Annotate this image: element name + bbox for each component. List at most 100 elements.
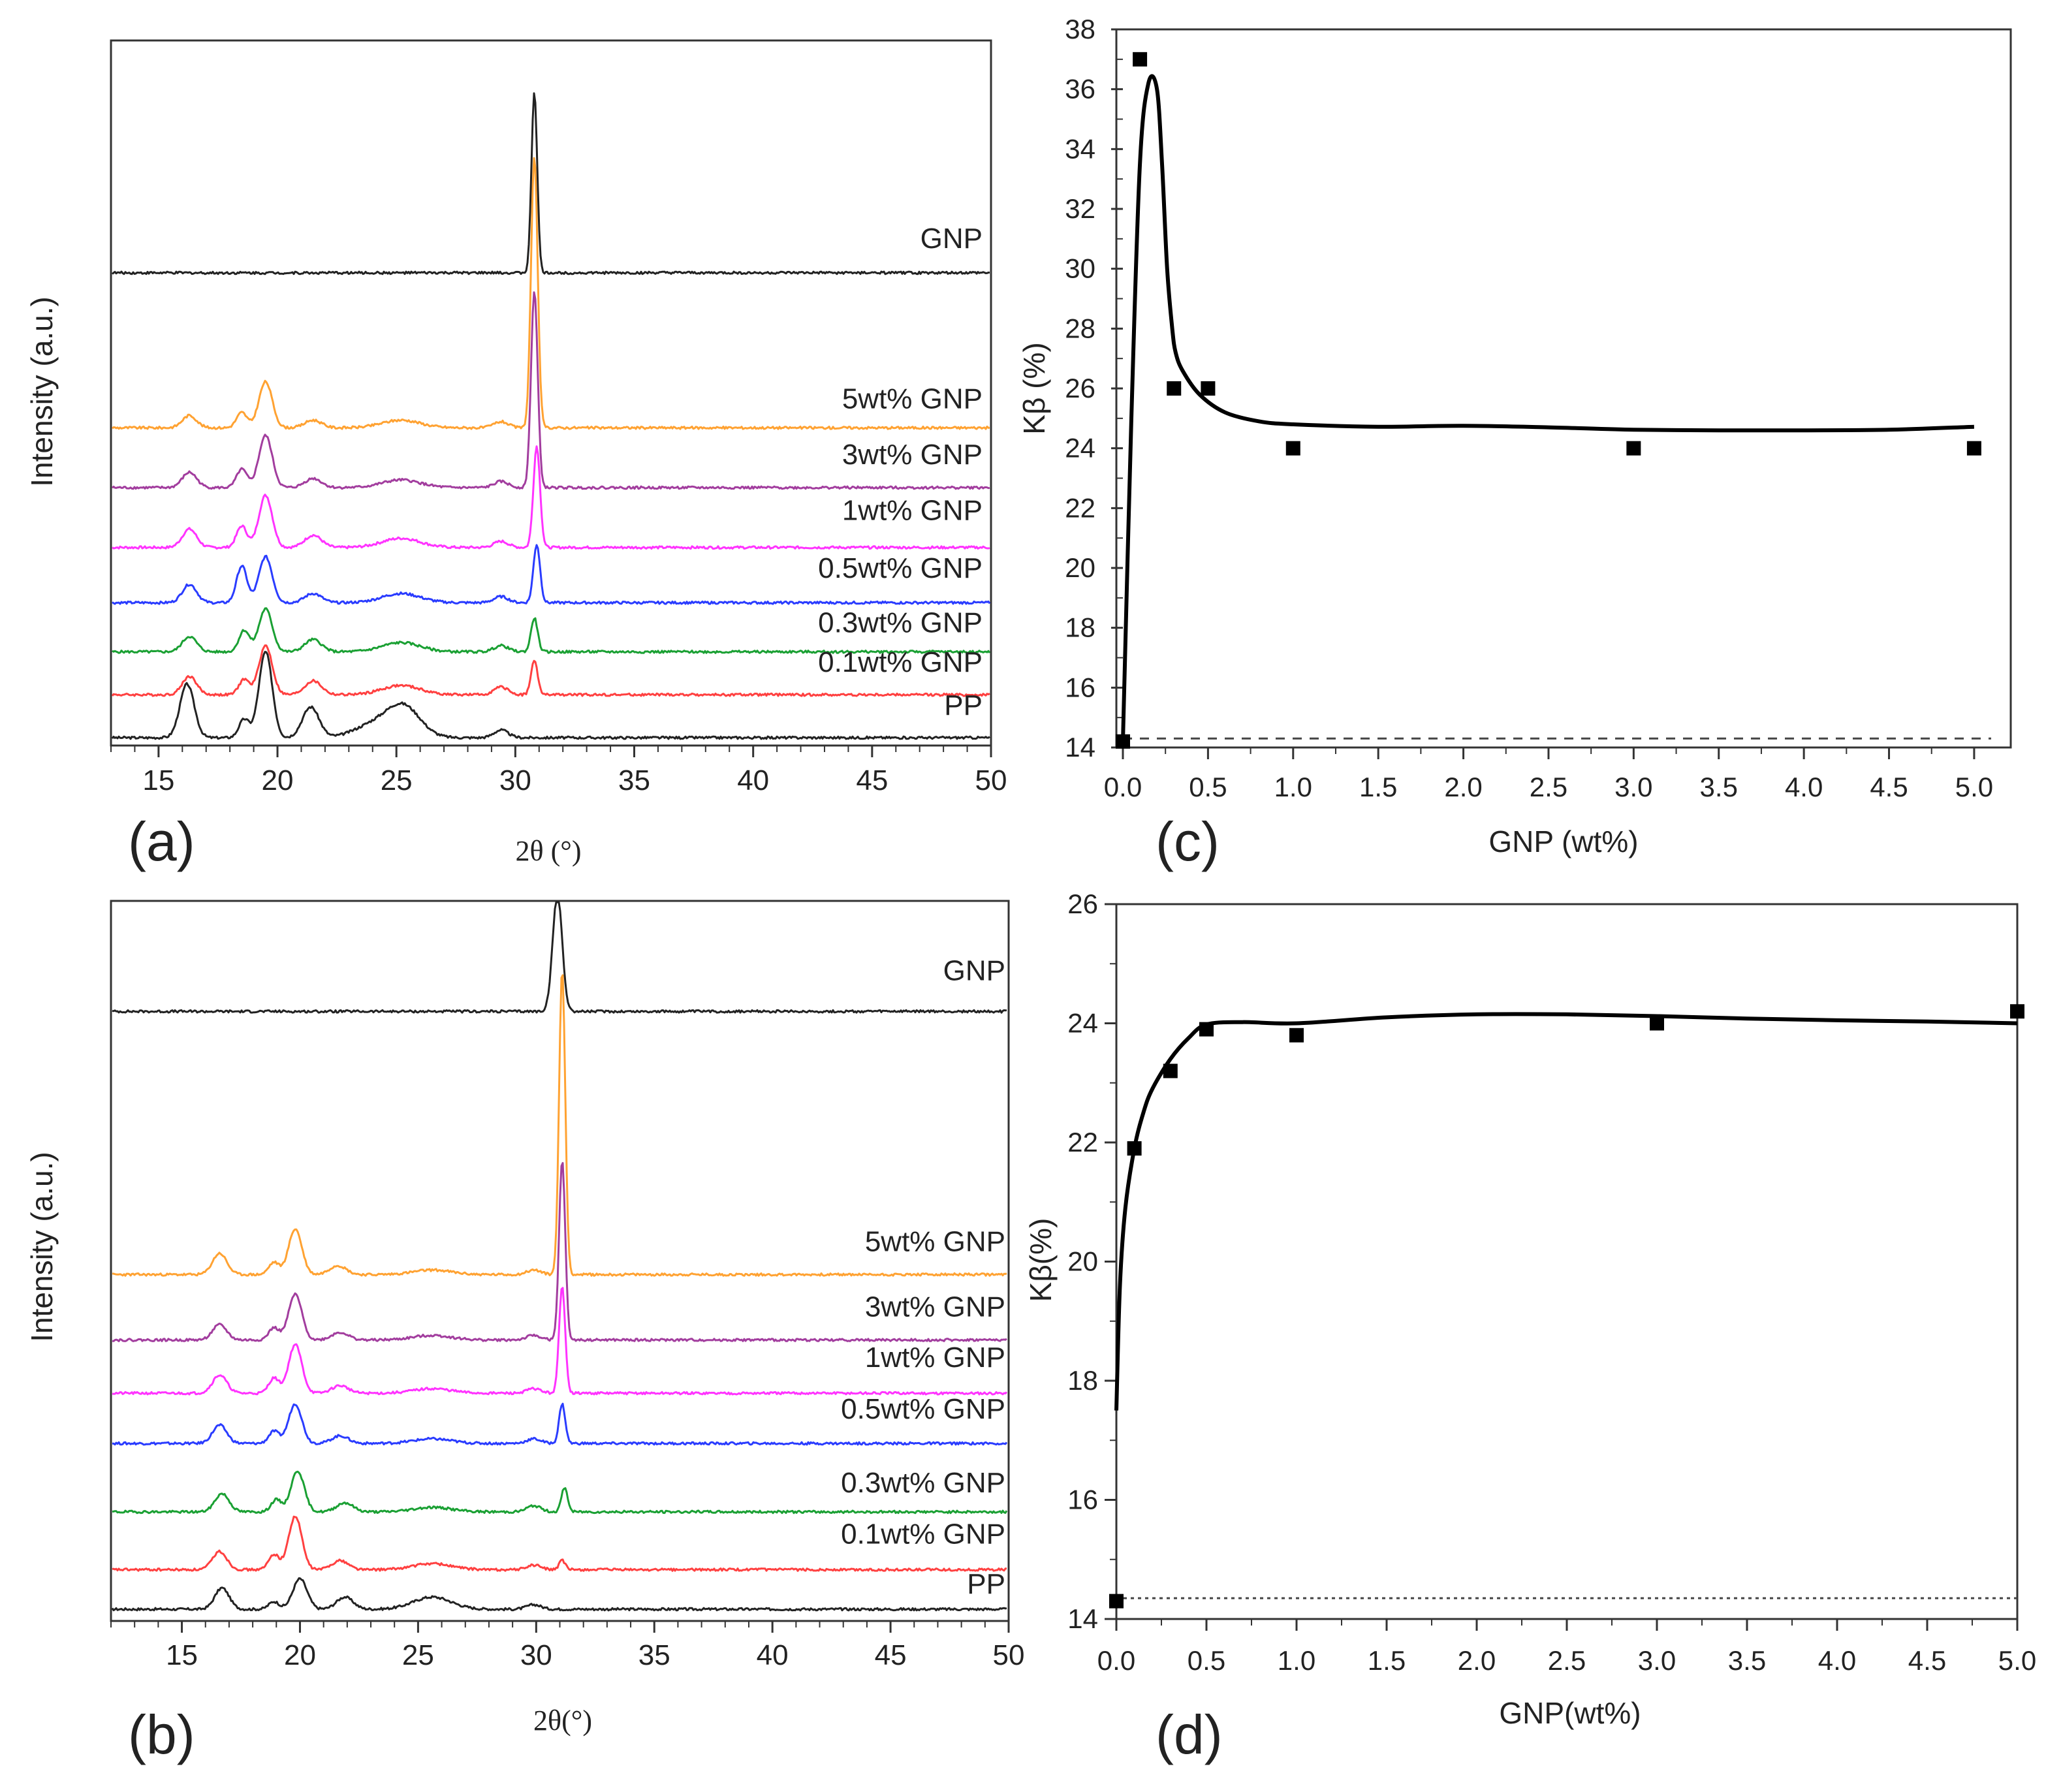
x-tick-label: 2.5	[1530, 772, 1567, 802]
data-point	[1127, 1141, 1142, 1156]
xrd-panel-a: 15 20 25 30 35 40 45 50 PP 0.1wt% GNP 0.3wt% GNP 0…	[25, 39, 1007, 872]
data-point	[1133, 52, 1148, 67]
x-tick-label: 45	[856, 764, 888, 796]
trace-pp	[111, 1577, 1007, 1612]
y-tick-label: 22	[1065, 492, 1095, 523]
y-tick-label: 14	[1067, 1603, 1098, 1634]
y-tick-label: 26	[1065, 373, 1095, 403]
trace-label-1wtpct-gnp: 1wt% GNP	[865, 1342, 1005, 1374]
x-tick-label: 2.0	[1458, 1645, 1496, 1676]
kbeta-panel-c: 0.0 0.5 1.0 1.5 2.0 2.5 3.0 3.5 4.0 4.5 5.0 14 16 18 2…	[1017, 14, 2012, 872]
trace-1wtpct-gnp	[112, 445, 990, 550]
x-axis-label: GNP(wt%)	[1499, 1696, 1641, 1730]
trace-label-0-5wtpct-gnp: 0.5wt% GNP	[841, 1393, 1005, 1425]
x-tick-label: 15	[166, 1639, 198, 1671]
y-tick-label: 16	[1065, 672, 1095, 702]
x-tick-label: 40	[757, 1639, 789, 1671]
y-tick-label: 20	[1067, 1246, 1098, 1277]
y-tick-label: 22	[1067, 1127, 1098, 1157]
y-tick-label: 20	[1065, 552, 1095, 583]
y-tick-label: 38	[1065, 14, 1095, 44]
trace-label-0-3wtpct-gnp: 0.3wt% GNP	[818, 606, 983, 638]
x-tick-label: 4.0	[1785, 772, 1823, 802]
trace-0-5wtpct-gnp	[112, 1402, 1008, 1446]
data-point	[1626, 441, 1641, 456]
data-point	[1163, 1063, 1178, 1078]
x-tick-label: 20	[284, 1639, 316, 1671]
panel-label: (b)	[128, 1704, 195, 1765]
data-point	[1167, 381, 1182, 396]
data-point	[1650, 1016, 1664, 1031]
plot-frame	[1115, 903, 2019, 1620]
x-tick-label: 4.5	[1908, 1645, 1946, 1676]
x-tick-label: 3.5	[1700, 772, 1738, 802]
x-axis-label: 2θ(°)	[533, 1705, 592, 1737]
xrd-panel-b: 15 20 25 30 35 40 45 50 PP 0.1wt% GNP 0.3wt% GNP 0…	[25, 900, 1025, 1765]
x-tick-label: 25	[402, 1639, 434, 1671]
y-tick-label: 30	[1065, 253, 1095, 284]
trace-label-5wtpct-gnp: 5wt% GNP	[865, 1225, 1005, 1257]
data-point	[1289, 1028, 1304, 1043]
trace-0-5wtpct-gnp	[112, 544, 991, 605]
fit-curve	[1114, 1012, 2018, 1411]
data-point	[1201, 381, 1216, 396]
x-tick-label: 1.0	[1274, 772, 1312, 802]
x-tick-label: 1.5	[1359, 772, 1397, 802]
y-axis-label: Intensity (a.u.)	[25, 296, 59, 486]
trace-pp	[111, 650, 990, 740]
x-tick-label: 4.5	[1870, 772, 1908, 802]
trace-1wtpct-gnp	[112, 1287, 1008, 1396]
trace-label-0-1wtpct-gnp: 0.1wt% GNP	[818, 646, 983, 678]
x-tick-label: 4.0	[1818, 1645, 1856, 1676]
x-tick-label: 2.5	[1548, 1645, 1586, 1676]
y-tick-label: 16	[1067, 1485, 1098, 1515]
x-tick-label: 35	[618, 764, 650, 796]
data-point	[1109, 1594, 1124, 1609]
x-tick-label: 0.0	[1097, 1645, 1135, 1676]
trace-label-3wtpct-gnp: 3wt% GNP	[842, 439, 983, 471]
trace-gnp	[112, 92, 990, 275]
y-tick-label: 36	[1065, 74, 1095, 104]
x-tick-label: 3.0	[1638, 1645, 1676, 1676]
data-point	[1116, 734, 1130, 749]
x-tick-label: 45	[875, 1639, 907, 1671]
x-tick-label: 3.0	[1614, 772, 1652, 802]
trace-label-pp: PP	[944, 689, 983, 721]
trace-3wtpct-gnp	[112, 1162, 1007, 1342]
data-point	[2010, 1004, 2024, 1019]
trace-0-1wtpct-gnp	[112, 1515, 1007, 1572]
y-tick-label: 34	[1065, 133, 1095, 164]
trace-5wtpct-gnp	[111, 157, 990, 430]
x-tick-label: 0.0	[1104, 772, 1142, 802]
data-point	[1199, 1022, 1214, 1037]
x-tick-label: 15	[142, 764, 174, 796]
x-tick-label: 20	[262, 764, 294, 796]
trace-0-1wtpct-gnp	[111, 644, 990, 697]
x-tick-label: 1.5	[1368, 1645, 1406, 1676]
x-tick-label: 0.5	[1188, 1645, 1225, 1676]
trace-label-0-5wtpct-gnp: 0.5wt% GNP	[818, 552, 983, 584]
x-tick-label: 25	[381, 764, 413, 796]
x-tick-label: 50	[993, 1639, 1025, 1671]
plot-frame	[1115, 28, 2012, 749]
trace-gnp	[112, 901, 1007, 1014]
kbeta-panel-d: 0.0 0.5 1.0 1.5 2.0 2.5 3.0 3.5 4.0 4.5 5.0 14 16 18 2…	[1024, 888, 2036, 1765]
x-axis-label: GNP (wt%)	[1488, 825, 1638, 858]
trace-label-0-1wtpct-gnp: 0.1wt% GNP	[841, 1518, 1005, 1550]
data-point	[1285, 441, 1300, 456]
trace-0-3wtpct-gnp	[112, 607, 991, 654]
trace-label-1wtpct-gnp: 1wt% GNP	[842, 495, 983, 527]
x-tick-label: 0.5	[1189, 772, 1227, 802]
x-tick-label: 35	[638, 1639, 670, 1671]
x-tick-label: 5.0	[1955, 772, 1993, 802]
panel-label: (d)	[1156, 1704, 1223, 1765]
y-tick-label: 14	[1065, 732, 1095, 762]
panel-label: (c)	[1156, 811, 1220, 872]
trace-5wtpct-gnp	[112, 974, 1007, 1277]
trace-label-pp: PP	[967, 1568, 1005, 1600]
plot-frame	[110, 39, 992, 747]
y-tick-label: 24	[1067, 1008, 1098, 1039]
fit-curve	[1121, 74, 1974, 742]
trace-3wtpct-gnp	[111, 291, 990, 490]
